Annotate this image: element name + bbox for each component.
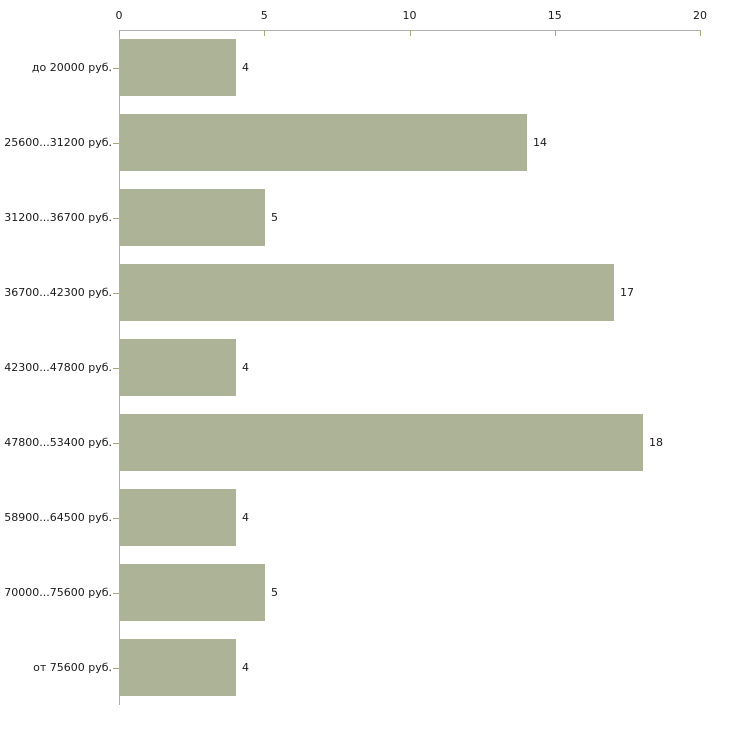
category-label: 70000...75600 руб. (4, 586, 112, 599)
bar-value-label: 4 (242, 511, 249, 524)
bar[interactable] (120, 114, 527, 171)
x-axis-tick-label: 15 (547, 9, 562, 22)
category-label: до 20000 руб. (31, 61, 112, 74)
category-label: 42300...47800 руб. (4, 361, 112, 374)
category-label: 58900...64500 руб. (4, 511, 112, 524)
category-label: 31200...36700 руб. (4, 211, 112, 224)
x-axis-tick-label: 10 (402, 9, 417, 22)
x-axis-tick (264, 30, 266, 36)
x-axis-tick (554, 30, 556, 36)
x-axis-tick-label: 5 (260, 9, 268, 22)
x-axis-tick-label: 20 (693, 9, 707, 22)
bar[interactable] (120, 639, 236, 696)
y-axis-tick (113, 218, 119, 219)
bar-value-label: 14 (533, 136, 547, 149)
y-axis-tick (113, 68, 119, 69)
bar-value-label: 4 (242, 61, 249, 74)
y-axis-tick (113, 518, 119, 519)
bar-value-label: 4 (242, 361, 249, 374)
bar[interactable] (120, 264, 614, 321)
category-label: от 75600 руб. (33, 661, 112, 674)
bar-value-label: 5 (271, 211, 278, 224)
x-axis-tick (700, 30, 701, 36)
bar-value-label: 18 (649, 436, 663, 449)
y-axis-tick (113, 668, 119, 669)
bar[interactable] (120, 489, 236, 546)
category-label: 25600...31200 руб. (4, 136, 112, 149)
bar-value-label: 5 (271, 586, 278, 599)
bar-value-label: 17 (620, 286, 634, 299)
y-axis-tick (113, 143, 119, 144)
category-label: 36700...42300 руб. (4, 286, 112, 299)
bar[interactable] (120, 339, 236, 396)
category-label: 47800...53400 руб. (4, 436, 112, 449)
bar[interactable] (120, 189, 265, 246)
y-axis-line (119, 30, 120, 705)
bar[interactable] (120, 564, 265, 621)
y-axis-tick (113, 293, 119, 294)
y-axis-tick (113, 593, 119, 594)
bar-value-label: 4 (242, 661, 249, 674)
x-axis-tick (119, 30, 120, 36)
y-axis-tick (113, 368, 119, 369)
bar[interactable] (120, 39, 236, 96)
x-axis-tick-label: 0 (115, 9, 123, 22)
x-axis-tick (409, 30, 411, 36)
y-axis-tick (113, 443, 119, 444)
bar[interactable] (120, 414, 643, 471)
